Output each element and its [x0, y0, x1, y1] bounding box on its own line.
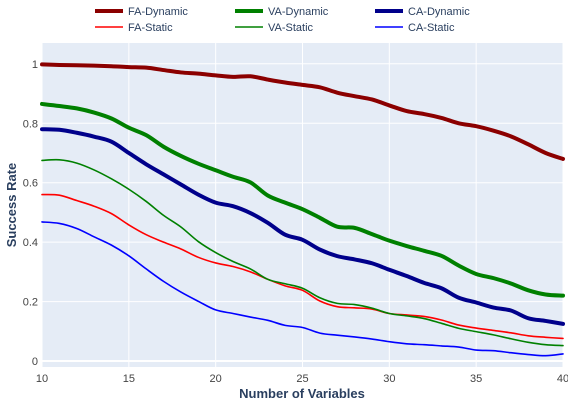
series-line-fa-dynamic [40, 62, 565, 161]
x-axis-title: Number of Variables [239, 386, 365, 401]
y-tick-label: 0.8 [23, 118, 38, 130]
legend-label-fa-dynamic: FA-Dynamic [128, 6, 188, 18]
x-tick-label: 25 [296, 373, 308, 385]
series-line-ca-dynamic [40, 127, 565, 326]
legend-label-va-dynamic: VA-Dynamic [268, 6, 329, 18]
y-tick-label: 0.2 [23, 297, 38, 309]
x-tick-label: 40 [557, 373, 568, 385]
series-line-va-dynamic [40, 101, 565, 298]
x-tick-label: 15 [123, 373, 135, 385]
y-axis-title: Success Rate [4, 163, 19, 248]
x-tick-label: 20 [210, 373, 222, 385]
legend-label-va-static: VA-Static [268, 22, 314, 34]
legend-label-ca-dynamic: CA-Dynamic [408, 6, 470, 18]
x-tick-label: 35 [470, 373, 482, 385]
x-tick-label: 30 [383, 373, 395, 385]
legend-label-fa-static: FA-Static [128, 22, 173, 34]
x-tick-label: 10 [36, 373, 48, 385]
legend: FA-Dynamic VA-Dynamic CA-Dynamic FA-Static V… [95, 6, 470, 34]
y-tick-label: 0 [32, 356, 38, 368]
y-tick-label: 0.4 [23, 237, 38, 249]
series-line-fa-static [41, 193, 564, 340]
y-tick-label: 0.6 [23, 178, 38, 190]
series-line-va-static [41, 158, 564, 347]
series-layer [40, 62, 565, 357]
y-axis-ticks: 0 0.2 0.4 0.6 0.8 1 [23, 59, 38, 368]
legend-label-ca-static: CA-Static [408, 22, 455, 34]
series-line-ca-static [41, 221, 564, 357]
y-tick-label: 1 [32, 59, 38, 71]
x-axis-ticks: 10 15 20 25 30 35 40 [36, 373, 568, 385]
gridlines [41, 43, 564, 367]
